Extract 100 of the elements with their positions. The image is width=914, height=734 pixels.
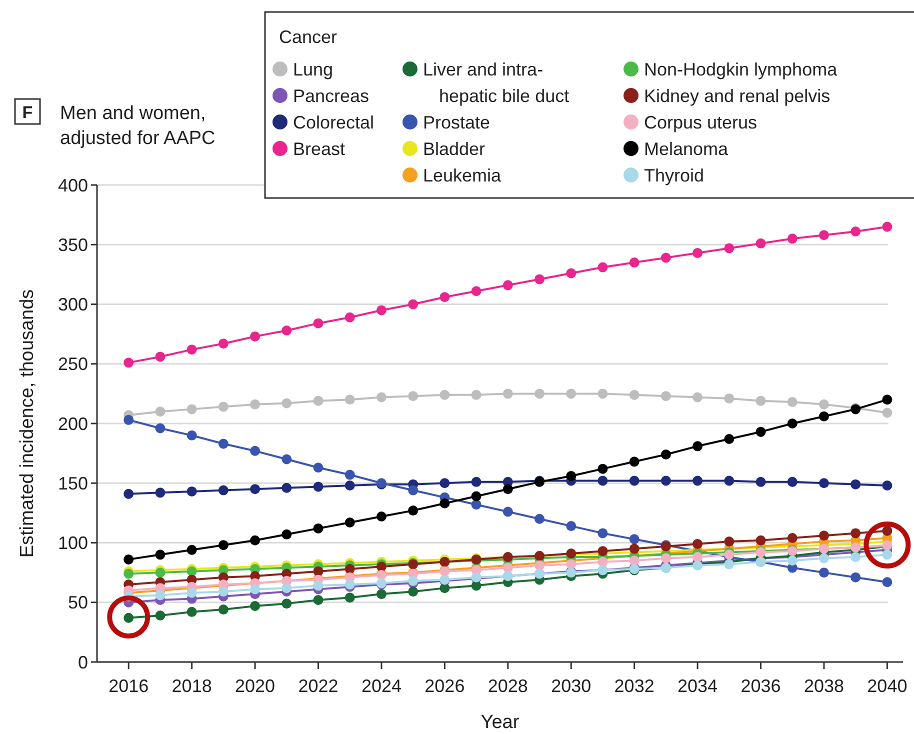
- legend-label: Colorectal: [293, 112, 374, 132]
- point: [566, 559, 576, 570]
- point: [882, 577, 892, 588]
- point: [344, 470, 355, 480]
- point: [850, 479, 861, 490]
- point: [692, 476, 703, 486]
- point: [282, 598, 292, 609]
- point: [155, 568, 166, 578]
- point: [534, 274, 545, 284]
- x-tick-label: 2018: [172, 676, 212, 696]
- y-tick-label: 50: [68, 592, 88, 613]
- point: [186, 430, 197, 440]
- point: [282, 398, 292, 408]
- point: [313, 566, 324, 576]
- point: [313, 523, 324, 534]
- point: [471, 390, 482, 400]
- point: [344, 579, 355, 590]
- point: [692, 538, 703, 549]
- point: [313, 396, 324, 406]
- legend-label: Thyroid: [644, 165, 704, 186]
- point: [724, 550, 734, 560]
- point: [660, 252, 671, 263]
- point: [155, 590, 166, 600]
- point: [756, 426, 766, 437]
- point: [250, 535, 260, 546]
- point: [155, 423, 166, 434]
- point: [882, 526, 892, 536]
- point: [250, 584, 260, 594]
- point: [598, 476, 608, 486]
- point: [282, 583, 292, 594]
- x-tick-label: 2032: [614, 676, 654, 696]
- point: [502, 562, 513, 573]
- point: [724, 476, 734, 486]
- point: [471, 476, 482, 487]
- point: [598, 464, 608, 474]
- point: [124, 568, 134, 579]
- y-tick-label: 100: [58, 533, 88, 554]
- y-axis-title: Estimated incidence, thousands: [17, 289, 38, 558]
- x-tick-label: 2040: [867, 676, 908, 696]
- legend-label: Prostate: [423, 112, 490, 132]
- point: [598, 556, 608, 567]
- point: [376, 305, 386, 316]
- point: [155, 550, 166, 560]
- point: [818, 568, 829, 578]
- point: [186, 606, 197, 617]
- point: [440, 498, 450, 508]
- point: [376, 589, 386, 600]
- point: [756, 535, 766, 546]
- point: [250, 600, 260, 611]
- point: [440, 390, 450, 400]
- point: [344, 564, 355, 574]
- point: [818, 230, 829, 240]
- point: [282, 454, 292, 464]
- legend-label: Breast: [293, 138, 346, 159]
- point: [250, 399, 260, 410]
- point: [376, 512, 386, 522]
- point: [787, 418, 798, 428]
- point: [882, 222, 892, 232]
- point: [186, 404, 197, 414]
- point: [629, 456, 640, 467]
- point: [818, 411, 829, 422]
- point: [282, 482, 292, 493]
- point: [692, 441, 703, 452]
- point: [344, 592, 355, 603]
- point: [218, 604, 228, 615]
- point: [787, 556, 798, 566]
- point: [724, 434, 734, 444]
- point: [818, 530, 829, 541]
- x-tick-label: 2016: [108, 676, 149, 696]
- point: [818, 478, 829, 488]
- point: [787, 234, 798, 244]
- point: [218, 338, 228, 349]
- point: [218, 485, 228, 496]
- point: [440, 292, 450, 302]
- point: [440, 478, 450, 488]
- point: [471, 500, 482, 510]
- point: [724, 559, 734, 570]
- point: [313, 594, 324, 605]
- point: [692, 248, 703, 258]
- point: [818, 399, 829, 410]
- point: [186, 588, 197, 598]
- legend-label: Bladder: [423, 138, 486, 159]
- point: [124, 358, 134, 368]
- point: [408, 485, 418, 496]
- point: [155, 352, 166, 362]
- point: [313, 318, 324, 328]
- point: [882, 408, 892, 418]
- legend-label: Pancreas: [293, 86, 370, 106]
- point: [534, 514, 545, 524]
- point: [787, 397, 798, 408]
- point: [629, 258, 640, 268]
- point: [218, 438, 228, 449]
- point: [850, 226, 861, 237]
- point: [471, 580, 482, 591]
- point: [629, 556, 640, 566]
- x-tick-label: 2038: [804, 676, 844, 696]
- point: [282, 325, 292, 336]
- legend-title: Cancer: [279, 27, 338, 47]
- legend-label: Kidney and renal pelvis: [644, 86, 830, 106]
- point: [124, 554, 134, 564]
